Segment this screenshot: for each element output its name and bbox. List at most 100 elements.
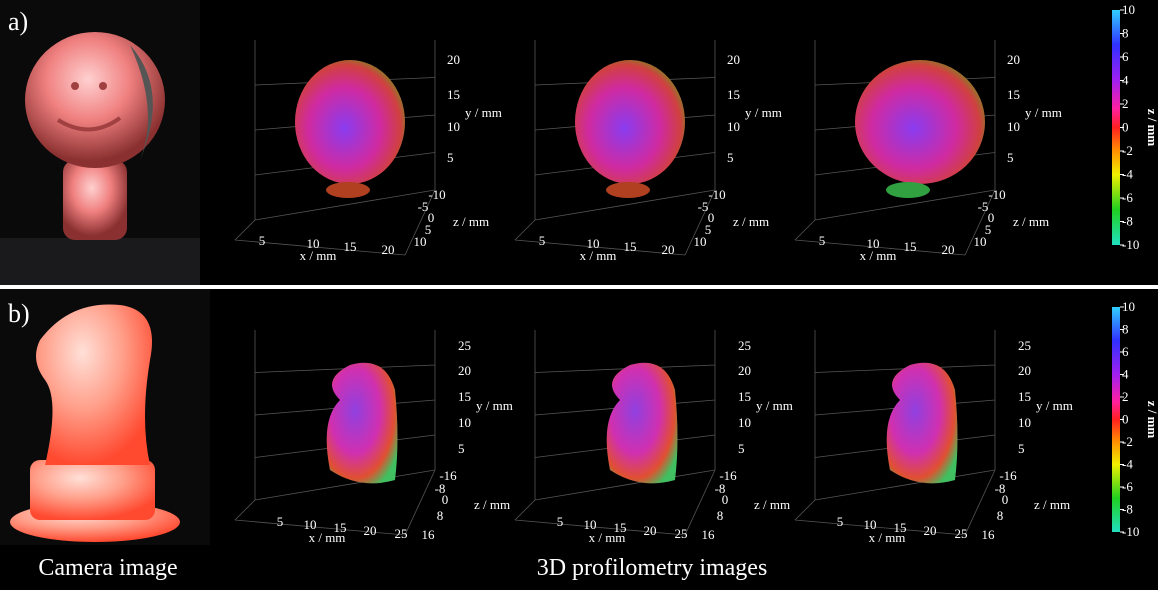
surface	[575, 60, 685, 184]
y-axis-label: y / mm	[1036, 398, 1073, 413]
y-tick-label: 25	[1018, 338, 1031, 353]
z-axis-label: z / mm	[733, 214, 769, 229]
caption: Camera image	[38, 555, 177, 581]
colorbar-label: z / mm	[1145, 401, 1158, 439]
colorbar	[1112, 10, 1120, 245]
y-tick-label: 20	[458, 363, 471, 378]
y-tick-label: 10	[727, 119, 740, 134]
colorbar-tick-label: 2	[1122, 389, 1129, 404]
x-tick-label: 10	[867, 236, 880, 251]
z-tick-label: 16	[422, 527, 436, 542]
colorbar-tick-label: 10	[1122, 2, 1135, 17]
panel-label: b)	[8, 299, 30, 328]
y-tick-label: 5	[727, 150, 734, 165]
panel-label: a)	[8, 7, 28, 36]
camera-photo-a	[0, 0, 200, 285]
z-tick-label: 8	[997, 508, 1004, 523]
colorbar-tick-label: 10	[1122, 299, 1135, 314]
colorbar-tick-label: 4	[1122, 73, 1129, 88]
x-tick-label: 15	[624, 239, 637, 254]
x-tick-label: 25	[955, 526, 968, 541]
colorbar	[1112, 307, 1120, 532]
colorbar-tick-label: 6	[1122, 344, 1129, 359]
x-tick-label: 20	[662, 242, 675, 257]
colorbar-tick-label: 6	[1122, 49, 1129, 64]
y-tick-label: 15	[458, 389, 471, 404]
x-axis-label: x / mm	[300, 248, 337, 263]
z-tick-label: -10	[988, 187, 1005, 202]
z-tick-label: -5	[978, 199, 989, 214]
x-tick-label: 15	[344, 239, 357, 254]
z-tick-label: 8	[437, 508, 444, 523]
x-tick-label: 20	[924, 523, 937, 538]
x-tick-label: 15	[904, 239, 917, 254]
z-tick-label: 10	[974, 234, 987, 249]
y-tick-label: 10	[1007, 119, 1020, 134]
colorbar-tick-label: -10	[1122, 237, 1139, 252]
z-tick-label: -10	[708, 187, 725, 202]
colorbar-tick-label: -8	[1122, 502, 1133, 517]
z-tick-label: 5	[985, 222, 992, 237]
x-tick-label: 5	[277, 514, 284, 529]
surface	[886, 362, 958, 484]
y-tick-label: 20	[447, 52, 460, 67]
colorbar-tick-label: -2	[1122, 434, 1133, 449]
colorbar-tick-label: 8	[1122, 26, 1129, 41]
colorbar-tick-label: 8	[1122, 322, 1129, 337]
y-tick-label: 15	[447, 87, 460, 102]
surface	[606, 362, 678, 484]
y-tick-label: 5	[1018, 441, 1025, 456]
x-tick-label: 15	[614, 520, 627, 535]
x-tick-label: 5	[259, 233, 266, 248]
x-tick-label: 25	[395, 526, 408, 541]
x-tick-label: 15	[894, 520, 907, 535]
y-tick-label: 5	[738, 441, 745, 456]
z-tick-label: -8	[435, 481, 446, 496]
y-axis-label: y / mm	[1025, 105, 1062, 120]
y-tick-label: 15	[1007, 87, 1020, 102]
colorbar-tick-label: -4	[1122, 457, 1133, 472]
z-tick-label: -16	[439, 468, 457, 483]
x-tick-label: 5	[539, 233, 546, 248]
y-tick-label: 20	[1007, 52, 1020, 67]
x-axis-label: x / mm	[309, 530, 346, 545]
y-tick-label: 20	[738, 363, 751, 378]
x-axis-label: x / mm	[589, 530, 626, 545]
y-axis-label: y / mm	[465, 105, 502, 120]
x-tick-label: 10	[587, 236, 600, 251]
colorbar-tick-label: 4	[1122, 367, 1129, 382]
z-tick-label: 10	[414, 234, 427, 249]
y-tick-label: 20	[727, 52, 740, 67]
y-tick-label: 10	[447, 119, 460, 134]
x-tick-label: 5	[557, 514, 564, 529]
z-tick-label: 0	[442, 492, 449, 507]
x-tick-label: 20	[382, 242, 395, 257]
colorbar-tick-label: -8	[1122, 214, 1133, 229]
y-tick-label: 20	[1018, 363, 1031, 378]
surface	[886, 182, 930, 198]
z-tick-label: -5	[698, 199, 709, 214]
z-tick-label: 5	[705, 222, 712, 237]
x-tick-label: 25	[675, 526, 688, 541]
surface	[606, 182, 650, 198]
surface	[326, 182, 370, 198]
z-tick-label: 0	[708, 210, 715, 225]
y-tick-label: 5	[458, 441, 465, 456]
separator	[0, 285, 1158, 289]
y-tick-label: 25	[458, 338, 471, 353]
colorbar-tick-label: 0	[1122, 120, 1129, 135]
z-tick-label: -8	[995, 481, 1006, 496]
surface	[326, 362, 398, 484]
z-axis-label: z / mm	[453, 214, 489, 229]
z-tick-label: 16	[702, 527, 716, 542]
z-tick-label: -8	[715, 481, 726, 496]
x-tick-label: 10	[307, 236, 320, 251]
z-axis-label: z / mm	[1013, 214, 1049, 229]
x-tick-label: 5	[837, 514, 844, 529]
x-tick-label: 10	[864, 517, 877, 532]
y-axis-label: y / mm	[756, 398, 793, 413]
caption: 3D profilometry images	[537, 555, 768, 581]
x-tick-label: 10	[304, 517, 317, 532]
colorbar-tick-label: 2	[1122, 96, 1129, 111]
